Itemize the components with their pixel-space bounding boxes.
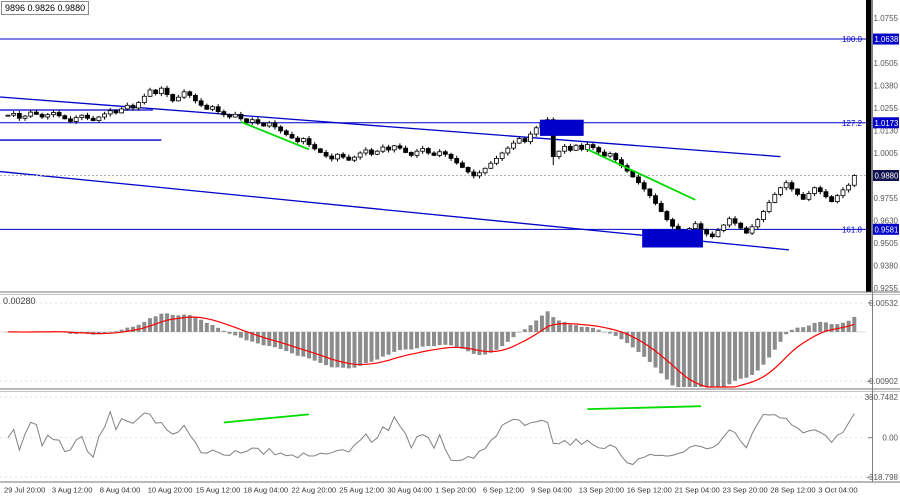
fib-level-lines [0, 38, 866, 230]
svg-text:1.0755: 1.0755 [874, 14, 899, 23]
svg-text:0.9630: 0.9630 [874, 217, 899, 226]
svg-text:0.9380: 0.9380 [874, 262, 899, 271]
svg-text:0.9880: 0.9880 [875, 172, 900, 181]
svg-text:-318.798: -318.798 [866, 473, 898, 482]
svg-text:0.9755: 0.9755 [874, 194, 899, 203]
svg-text:0.9255: 0.9255 [874, 284, 899, 293]
svg-text:29 Jul 20:00: 29 Jul 20:00 [4, 486, 45, 495]
svg-text:161.8: 161.8 [842, 225, 863, 234]
price-green-trendlines [240, 121, 696, 201]
svg-text:3 Aug 12:00: 3 Aug 12:00 [52, 486, 93, 495]
svg-text:1.0380: 1.0380 [874, 82, 899, 91]
cci-axis-labels: 330.7482 0.00 -318.798 [865, 393, 899, 482]
svg-text:0.00532: 0.00532 [869, 299, 898, 308]
svg-text:23 Sep 20:00: 23 Sep 20:00 [723, 486, 768, 495]
svg-text:0.00: 0.00 [882, 434, 898, 443]
svg-text:13 Sep 20:00: 13 Sep 20:00 [579, 486, 624, 495]
svg-text:3 Oct 04:00: 3 Oct 04:00 [818, 486, 857, 495]
svg-text:30 Aug 04:00: 30 Aug 04:00 [387, 486, 432, 495]
horizontal-blue-segments [0, 109, 162, 141]
descending-channel-lines [0, 96, 790, 251]
svg-text:8 Aug 04:00: 8 Aug 04:00 [100, 486, 141, 495]
annotation-boxes [539, 119, 703, 248]
svg-text:18 Aug 04:00: 18 Aug 04:00 [244, 486, 289, 495]
current-price-tag: 0.9880 [873, 170, 899, 181]
macd-signal-line [7, 316, 855, 388]
svg-text:0.9581: 0.9581 [875, 225, 899, 234]
svg-text:100.0: 100.0 [842, 35, 863, 44]
svg-text:22 Aug 20:00: 22 Aug 20:00 [291, 486, 336, 495]
svg-text:10 Aug 20:00: 10 Aug 20:00 [148, 486, 193, 495]
macd-value-label: 0.00280 [3, 296, 36, 306]
svg-text:1.0505: 1.0505 [874, 59, 899, 68]
svg-text:9 Sep 04:00: 9 Sep 04:00 [531, 486, 572, 495]
svg-text:1.0005: 1.0005 [874, 149, 899, 158]
svg-text:25 Aug 12:00: 25 Aug 12:00 [339, 486, 384, 495]
cci-green-trendlines [223, 405, 701, 424]
svg-text:28 Sep 12:00: 28 Sep 12:00 [770, 486, 815, 495]
svg-text:1.0173: 1.0173 [875, 119, 899, 128]
svg-text:127.2: 127.2 [842, 119, 863, 128]
svg-text:-0.00902: -0.00902 [866, 377, 898, 386]
svg-text:1.0130: 1.0130 [874, 127, 899, 136]
price-axis-labels: 1.07551.06301.05051.03801.02551.01301.00… [874, 14, 899, 293]
right-edge-marker [866, 0, 872, 292]
svg-text:0.9505: 0.9505 [874, 239, 899, 248]
svg-text:16 Sep 12:00: 16 Sep 12:00 [627, 486, 672, 495]
ohlc-info-label: 9896 0.9826 0.9880 [1, 1, 90, 15]
candles [5, 85, 857, 239]
svg-text:21 Sep 04:00: 21 Sep 04:00 [675, 486, 720, 495]
svg-text:1.0638: 1.0638 [875, 35, 899, 44]
svg-text:1 Sep 20:00: 1 Sep 20:00 [435, 486, 476, 495]
fib-axis-labels: 100.0 1.0638 127.2 1.0173 161.8 0.9581 [842, 33, 899, 235]
cci-line [7, 410, 855, 466]
macd-axis-labels: 0.00532 -0.00902 [866, 299, 898, 386]
svg-text:1.0255: 1.0255 [874, 104, 899, 113]
svg-text:15 Aug 12:00: 15 Aug 12:00 [196, 486, 241, 495]
svg-text:330.7482: 330.7482 [865, 393, 899, 402]
macd-histogram [6, 311, 857, 387]
svg-text:6 Sep 12:00: 6 Sep 12:00 [483, 486, 524, 495]
date-axis-labels: 29 Jul 20:00 3 Aug 12:00 8 Aug 04:00 10 Aug… [4, 486, 858, 495]
